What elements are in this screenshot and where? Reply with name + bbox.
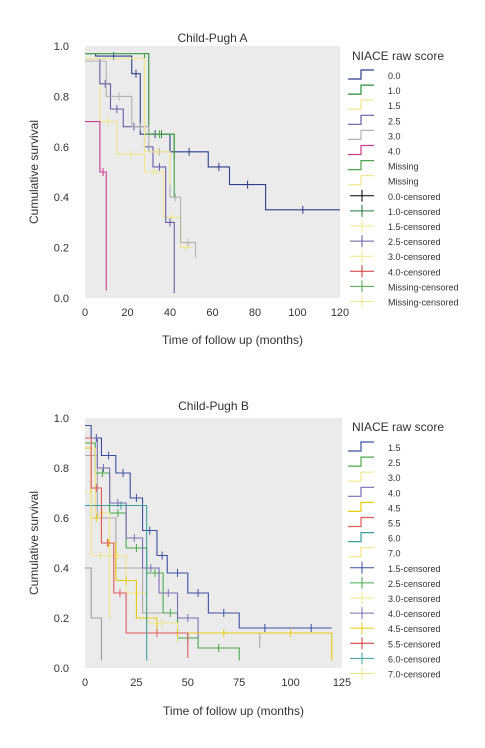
legend-entry: 7.0-censored — [388, 670, 441, 680]
legend-swatch — [348, 84, 374, 95]
legend-entry: 1.5-censored — [388, 222, 441, 232]
x-tick-label: 50 — [182, 677, 194, 689]
legend-entry: 3.0 — [388, 131, 401, 141]
legend-swatch — [348, 175, 374, 186]
x-tick-label: 120 — [331, 307, 349, 319]
legend-entry: 3.0-censored — [388, 252, 441, 262]
x-tick-label: 100 — [288, 307, 306, 319]
series-line-4 — [85, 437, 199, 638]
y-tick-label: 0.6 — [54, 142, 69, 154]
legend-title: NIACE raw score — [352, 420, 444, 434]
legend-entry: 1.5 — [388, 443, 401, 453]
legend-swatch — [348, 456, 374, 467]
legend-entry: 2.5-censored — [388, 579, 441, 589]
legend-entry: 2.5-censored — [388, 237, 441, 247]
legend-swatch — [348, 532, 374, 543]
y-axis-label: Cumulative survival — [27, 491, 41, 595]
chart-title: Child-Pugh B — [178, 399, 249, 413]
y-tick-label: 0.2 — [54, 243, 69, 255]
legend-swatch — [348, 441, 374, 452]
legend-entry: 4.0-censored — [388, 609, 441, 619]
legend-swatch — [348, 547, 374, 558]
legend-entry: 0.0 — [388, 71, 401, 81]
legend-swatch — [348, 129, 374, 140]
legend-swatch — [348, 144, 374, 156]
x-tick-label: 125 — [333, 677, 351, 689]
legend-entry: 7.0 — [388, 549, 401, 559]
legend-swatch — [348, 501, 374, 512]
chart-2: Child-Pugh B Time of follow up (months) Cu… — [27, 399, 444, 718]
legend-entry: 1.0 — [388, 86, 401, 96]
y-tick-label: 1.0 — [54, 413, 69, 425]
legend-swatch — [348, 69, 374, 80]
survival-line — [85, 567, 102, 661]
legend-entry: 1.5-censored — [388, 564, 441, 574]
x-tick-label: 60 — [206, 307, 218, 319]
series-line-8 — [85, 492, 111, 618]
y-tick-label: 0.4 — [54, 192, 69, 204]
legend-entry: 4.5-censored — [388, 624, 441, 634]
y-axis-label: Cumulative survival — [27, 120, 41, 224]
x-axis-label: Time of follow up (months) — [163, 704, 304, 718]
y-tick-label: 0.0 — [54, 663, 69, 675]
y-tick-label: 1.0 — [54, 41, 69, 53]
y-tick-label: 0.6 — [54, 513, 69, 525]
y-tick-label: 0.0 — [54, 293, 69, 305]
x-axis-label: Time of follow up (months) — [162, 333, 303, 347]
x-tick-label: 20 — [121, 307, 133, 319]
legend-entry: 2.5 — [388, 458, 401, 468]
legend-entry: Missing — [388, 177, 419, 187]
y-tick-label: 0.8 — [54, 91, 69, 103]
legend-title: NIACE raw score — [352, 49, 444, 63]
chart-1: Child-Pugh A Time of follow up (months) Cu… — [27, 31, 459, 347]
legend-entry: 2.5 — [388, 116, 401, 126]
y-tick-label: 0.4 — [54, 563, 69, 575]
plot-area — [85, 46, 340, 298]
legend-entry: 4.5 — [388, 503, 401, 513]
legend-entry: 0.0-censored — [388, 192, 441, 202]
legend-swatch — [348, 160, 374, 171]
series-line-5 — [85, 447, 333, 661]
series-line-1 — [85, 424, 332, 629]
legend-swatch — [348, 114, 374, 125]
series-line-6 — [85, 121, 107, 291]
x-tick-label: 75 — [233, 677, 245, 689]
legend-entry: 5.5-censored — [388, 639, 441, 649]
x-tick-label: 0 — [82, 677, 88, 689]
x-tick-label: 80 — [249, 307, 261, 319]
legend-entry: 5.5 — [388, 519, 401, 529]
x-tick-label: 25 — [130, 677, 142, 689]
legend-entry: 1.5 — [388, 101, 401, 111]
legend-entry: 4.0 — [388, 488, 401, 498]
legend-swatch — [348, 99, 374, 110]
y-tick-label: 0.2 — [54, 613, 69, 625]
legend-entry: Missing-censored — [388, 282, 459, 292]
legend-entry: 3.0 — [388, 473, 401, 483]
y-tick-label: 0.8 — [54, 463, 69, 475]
legend-entry: 6.0 — [388, 534, 401, 544]
x-tick-label: 100 — [281, 677, 299, 689]
legend-entry: 4.0-censored — [388, 267, 441, 277]
legend-entry: 1.0-censored — [388, 207, 441, 217]
x-tick-label: 0 — [82, 307, 88, 319]
legend-entry: 3.0-censored — [388, 594, 441, 604]
x-tick-label: 40 — [164, 307, 176, 319]
legend-entry: 6.0-censored — [388, 654, 441, 664]
chart-title: Child-Pugh A — [177, 31, 247, 45]
legend-swatch — [348, 471, 374, 482]
legend-entry: 4.0 — [388, 147, 401, 157]
legend-entry: Missing — [388, 162, 419, 172]
legend-swatch — [348, 486, 374, 497]
legend-entry: Missing-censored — [388, 298, 459, 308]
legend-swatch — [348, 516, 374, 528]
plot-area — [85, 418, 342, 668]
series-line-8 — [85, 58, 171, 185]
